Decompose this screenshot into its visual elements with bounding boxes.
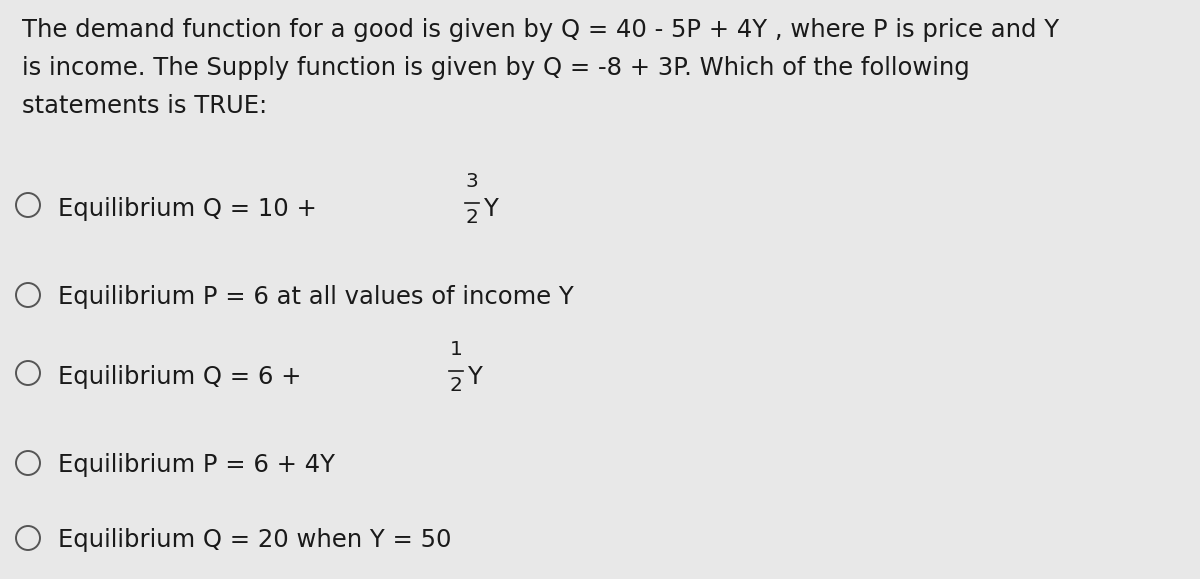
- Text: 1: 1: [450, 340, 463, 358]
- Text: The demand function for a good is given by Q = 40 - 5P + 4Y , where P is price a: The demand function for a good is given …: [22, 18, 1060, 42]
- Text: Equilibrium P = 6 at all values of income Y: Equilibrium P = 6 at all values of incom…: [58, 285, 574, 309]
- Text: statements is TRUE:: statements is TRUE:: [22, 94, 268, 118]
- Text: is income. The Supply function is given by Q = -8 + 3P. Which of the following: is income. The Supply function is given …: [22, 56, 970, 80]
- Text: Equilibrium Q = 20 when Y = 50: Equilibrium Q = 20 when Y = 50: [58, 528, 451, 552]
- Text: Equilibrium Q = 10 +: Equilibrium Q = 10 +: [58, 197, 325, 221]
- Text: Y: Y: [484, 197, 498, 221]
- Text: 2: 2: [450, 376, 463, 395]
- Text: 2: 2: [466, 208, 478, 226]
- Text: 3: 3: [466, 171, 478, 190]
- Text: Equilibrium Q = 6 +: Equilibrium Q = 6 +: [58, 365, 310, 389]
- Text: Equilibrium P = 6 + 4Y: Equilibrium P = 6 + 4Y: [58, 453, 335, 477]
- Text: Y: Y: [468, 365, 484, 389]
